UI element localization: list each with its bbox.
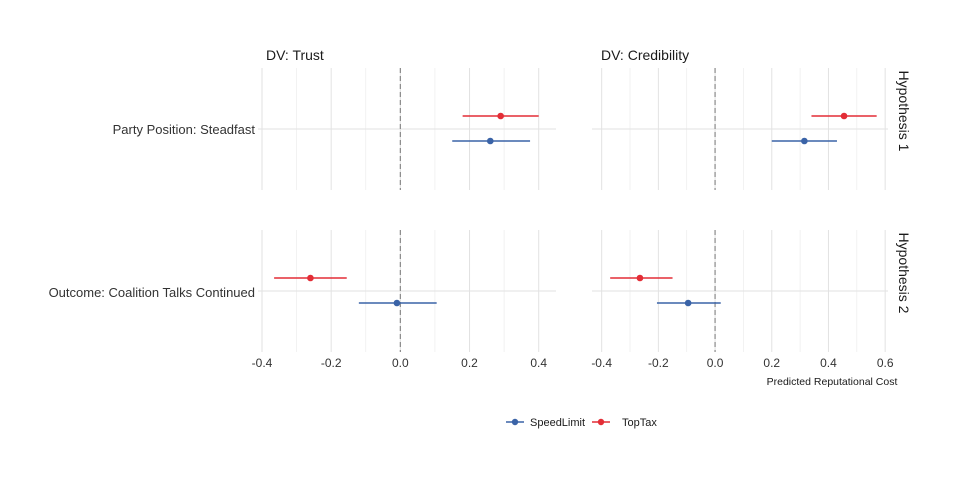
point-toptax-trust-h1 (497, 112, 504, 120)
tick-label: 0.2 (763, 356, 780, 370)
tick-label: 0.4 (530, 356, 547, 370)
marks-layer (274, 112, 877, 307)
strip-label-hypothesis-1: Hypothesis 1 (896, 71, 912, 152)
point-speedlimit-trust-h2 (393, 299, 401, 307)
legend-label-toptax: TopTax (622, 417, 657, 429)
legend-key-speedlimit-dot (511, 418, 519, 426)
x-axis-title: Predicted Reputational Cost (767, 376, 898, 388)
tick-label: 0.0 (392, 356, 409, 370)
x-axis-credibility: -0.4 -0.2 0.0 0.2 0.4 0.6 (591, 356, 894, 370)
legend-key-toptax-dot (597, 418, 605, 426)
legend-label-speedlimit: SpeedLimit (530, 417, 585, 429)
x-axis-trust: -0.4 -0.2 0.0 0.2 0.4 (252, 356, 548, 370)
point-speedlimit-trust-h1 (486, 137, 494, 145)
point-toptax-credibility-h1 (840, 112, 848, 120)
grid-layer (258, 68, 888, 352)
tick-label: -0.2 (321, 356, 342, 370)
tick-label: -0.4 (252, 356, 273, 370)
tick-label: 0.0 (707, 356, 724, 370)
tick-label: -0.4 (591, 356, 612, 370)
strip-label-hypothesis-2: Hypothesis 2 (896, 233, 912, 314)
row-label-h2: Outcome: Coalition Talks Continued (49, 285, 255, 300)
panel-title-trust: DV: Trust (266, 47, 324, 63)
row-label-h1: Party Position: Steadfast (113, 122, 256, 137)
panel-title-credibility: DV: Credibility (601, 47, 689, 63)
point-speedlimit-credibility-h2 (684, 299, 692, 307)
point-speedlimit-credibility-h1 (801, 137, 808, 145)
tick-label: 0.4 (820, 356, 837, 370)
legend: SpeedLimit TopTax (506, 417, 657, 429)
tick-label: 0.6 (877, 356, 894, 370)
tick-label: 0.2 (461, 356, 478, 370)
point-toptax-trust-h2 (307, 274, 314, 282)
tick-label: -0.2 (648, 356, 669, 370)
point-toptax-credibility-h2 (636, 274, 644, 282)
